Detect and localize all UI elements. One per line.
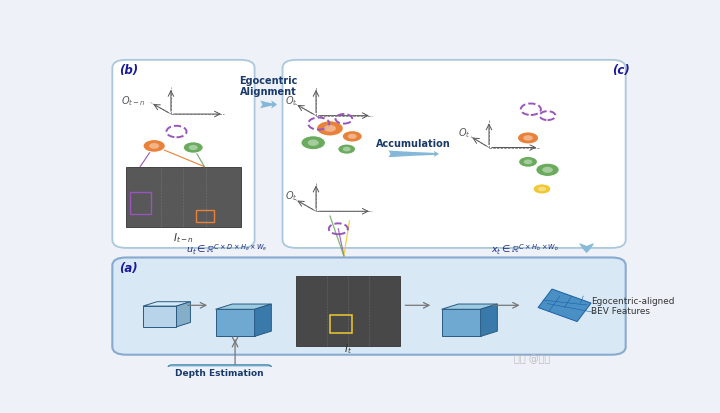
Bar	[297, 276, 400, 346]
Circle shape	[189, 145, 198, 151]
Polygon shape	[143, 302, 190, 306]
Text: $O_t$: $O_t$	[285, 94, 298, 107]
Polygon shape	[481, 304, 498, 337]
Circle shape	[149, 144, 159, 150]
Text: (a): (a)	[119, 261, 138, 274]
Text: (c): (c)	[612, 64, 629, 77]
FancyBboxPatch shape	[112, 258, 626, 355]
Polygon shape	[441, 309, 481, 337]
Circle shape	[301, 136, 325, 150]
Circle shape	[536, 164, 559, 177]
Circle shape	[343, 147, 351, 152]
Circle shape	[307, 140, 319, 147]
Polygon shape	[441, 304, 498, 309]
Circle shape	[324, 126, 336, 133]
Circle shape	[342, 131, 362, 143]
Circle shape	[338, 145, 356, 155]
Polygon shape	[538, 290, 591, 322]
Polygon shape	[215, 304, 271, 309]
FancyBboxPatch shape	[168, 365, 271, 380]
Bar	[199, 394, 206, 407]
Circle shape	[523, 136, 533, 141]
Circle shape	[538, 187, 546, 192]
Text: $u_t \in \mathbb{R}^{C\times D\times H_e\times W_e}$: $u_t \in \mathbb{R}^{C\times D\times H_e…	[186, 242, 267, 256]
Bar	[208, 387, 215, 407]
FancyBboxPatch shape	[112, 61, 255, 248]
Text: $I_t$: $I_t$	[344, 342, 352, 356]
Text: Egocentric-aligned
BEV Features: Egocentric-aligned BEV Features	[591, 296, 675, 315]
FancyBboxPatch shape	[282, 61, 626, 248]
Circle shape	[518, 157, 538, 168]
Text: $I_{t-n}$: $I_{t-n}$	[173, 230, 194, 244]
Bar	[126, 167, 240, 228]
Bar	[196, 211, 214, 223]
Polygon shape	[215, 309, 255, 337]
Circle shape	[518, 133, 539, 145]
Circle shape	[348, 135, 357, 140]
Text: Accumulation: Accumulation	[377, 138, 451, 148]
Circle shape	[523, 160, 532, 165]
Text: Depth Estimation: Depth Estimation	[176, 368, 264, 377]
Polygon shape	[176, 302, 190, 327]
Circle shape	[183, 142, 203, 154]
Text: 知乎 @黄沿: 知乎 @黄沿	[514, 353, 550, 363]
Text: $x_t \in \mathbb{R}^{C\times H_b\times W_b}$: $x_t \in \mathbb{R}^{C\times H_b\times W…	[491, 242, 559, 256]
Bar	[330, 316, 352, 333]
Circle shape	[542, 167, 553, 173]
Text: $O_t$: $O_t$	[285, 189, 298, 203]
Bar	[130, 192, 150, 215]
Text: (b): (b)	[119, 64, 138, 77]
Text: Egocentric
Alignment: Egocentric Alignment	[239, 76, 298, 97]
Circle shape	[533, 184, 551, 195]
Bar	[217, 390, 224, 407]
Polygon shape	[143, 306, 176, 327]
Text: $O_{t-n}$: $O_{t-n}$	[121, 94, 145, 107]
Circle shape	[143, 140, 166, 153]
Text: $O_t$: $O_t$	[458, 126, 471, 139]
Polygon shape	[255, 304, 271, 337]
Circle shape	[317, 121, 343, 137]
